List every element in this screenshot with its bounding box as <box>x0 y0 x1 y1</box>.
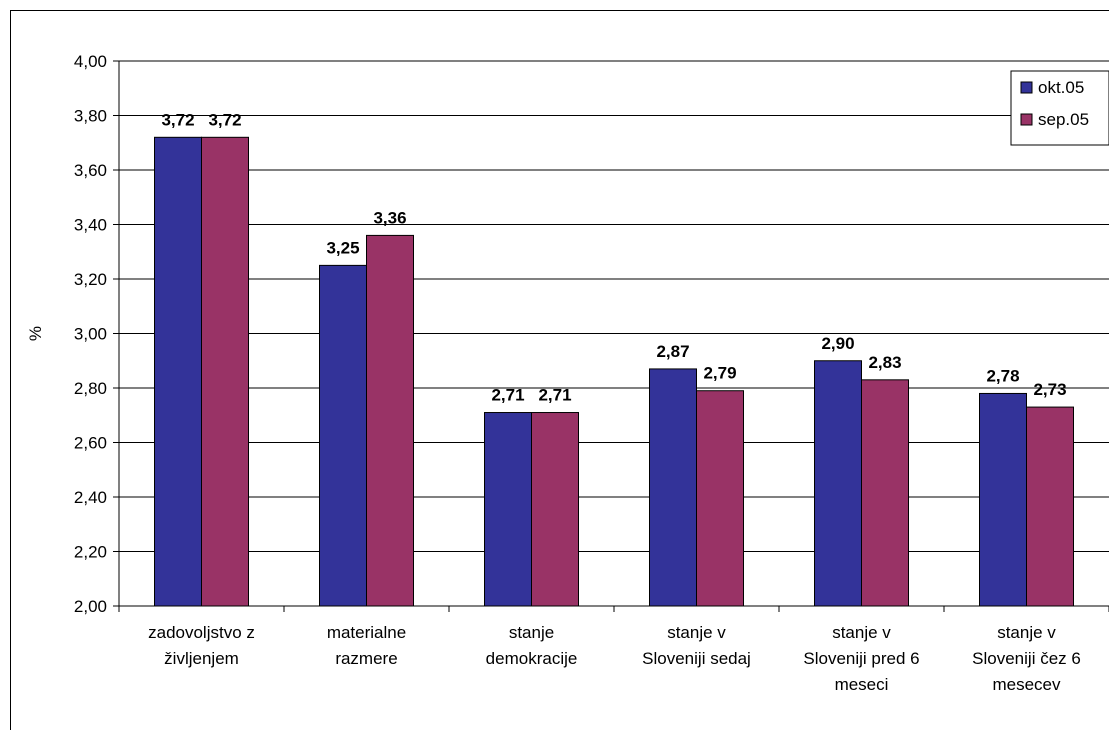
x-category-label: materialne razmere <box>327 623 406 668</box>
data-label: 2,87 <box>656 342 689 361</box>
x-category-label-line: Sloveniji sedaj <box>642 649 751 668</box>
gridlines <box>119 60 1109 552</box>
data-label: 2,79 <box>703 364 736 383</box>
legend-label: sep.05 <box>1038 110 1089 129</box>
x-category-label-line: zadovoljstvo z <box>148 623 255 642</box>
bar-sep.05 <box>366 234 414 607</box>
x-category-label: stanje v Sloveniji pred 6 meseci <box>803 623 919 694</box>
data-label: 2,78 <box>986 366 1019 385</box>
x-category-label: zadovoljstvo z življenjem <box>148 623 255 668</box>
data-label: 2,90 <box>821 334 854 353</box>
bar-sep.05 <box>1026 406 1074 607</box>
y-tick-label: 4,00 <box>74 52 107 71</box>
bar-okt.05 <box>154 136 202 607</box>
legend-swatch-sep.05 <box>1020 113 1033 126</box>
bar-sep.05 <box>531 412 579 607</box>
bar-okt.05 <box>484 412 532 607</box>
legend-swatch-okt.05 <box>1020 81 1033 94</box>
chart-frame: 2,00 2,20 2,40 2,60 2,80 3,00 3,20 3,40 3,60 3,80… <box>10 10 1109 730</box>
x-category-label-line: razmere <box>335 649 397 668</box>
y-tick-label: 3,80 <box>74 107 107 126</box>
data-label: 2,71 <box>491 386 524 405</box>
x-category-label-line: stanje v <box>832 623 891 642</box>
y-tick-label: 2,20 <box>74 543 107 562</box>
y-tick-labels: 2,00 2,20 2,40 2,60 2,80 3,00 3,20 3,40 3,60 3,80… <box>74 52 107 616</box>
x-category-labels: zadovoljstvo z življenjem materialne razmer… <box>148 623 1081 694</box>
data-label: 3,25 <box>326 238 359 257</box>
x-category-label-line: materialne <box>327 623 406 642</box>
bar-okt.05 <box>979 392 1027 607</box>
data-label: 3,72 <box>161 110 194 129</box>
x-category-label-line: Sloveniji pred 6 <box>803 649 919 668</box>
x-category-label-line: demokracije <box>486 649 578 668</box>
bar-okt.05 <box>814 360 862 607</box>
data-label: 2,71 <box>538 386 571 405</box>
legend-label: okt.05 <box>1038 78 1084 97</box>
x-category-label-line: stanje v <box>667 623 726 642</box>
x-category-label-line: stanje <box>509 623 554 642</box>
data-label: 2,83 <box>868 353 901 372</box>
y-tick-label: 3,20 <box>74 270 107 289</box>
axes <box>113 60 1109 612</box>
bar-chart: 2,00 2,20 2,40 2,60 2,80 3,00 3,20 3,40 3,60 3,80… <box>26 52 1109 694</box>
legend: okt.05 sep.05 <box>1010 70 1109 146</box>
y-tick-label: 2,80 <box>74 379 107 398</box>
y-tick-label: 2,40 <box>74 488 107 507</box>
bar-okt.05 <box>649 368 697 607</box>
y-tick-label: 2,00 <box>74 597 107 616</box>
data-label: 3,72 <box>208 110 241 129</box>
data-label: 3,36 <box>373 208 406 227</box>
y-tick-label: 3,00 <box>74 325 107 344</box>
data-labels: 3,72 3,72 3,25 3,36 2,71 2,71 2,87 2,79 2,90 2,83… <box>161 110 1066 404</box>
x-category-label: stanje v Sloveniji čez 6 mesecev <box>972 623 1081 694</box>
data-label: 2,73 <box>1033 380 1066 399</box>
y-axis-label: % <box>26 326 45 341</box>
y-tick-label: 3,40 <box>74 216 107 235</box>
bars <box>154 136 1074 607</box>
x-category-label: stanje demokracije <box>486 623 578 668</box>
y-tick-label: 3,60 <box>74 161 107 180</box>
bar-sep.05 <box>201 136 249 607</box>
bar-sep.05 <box>696 390 744 607</box>
x-category-label-line: meseci <box>835 675 889 694</box>
x-category-label: stanje v Sloveniji sedaj <box>642 623 751 668</box>
x-category-label-line: stanje v <box>997 623 1056 642</box>
x-category-label-line: Sloveniji čez 6 <box>972 649 1081 668</box>
bar-okt.05 <box>319 264 367 607</box>
bar-sep.05 <box>861 379 909 607</box>
y-tick-label: 2,60 <box>74 434 107 453</box>
x-category-label-line: mesecev <box>992 675 1061 694</box>
x-category-label-line: življenjem <box>164 649 239 668</box>
